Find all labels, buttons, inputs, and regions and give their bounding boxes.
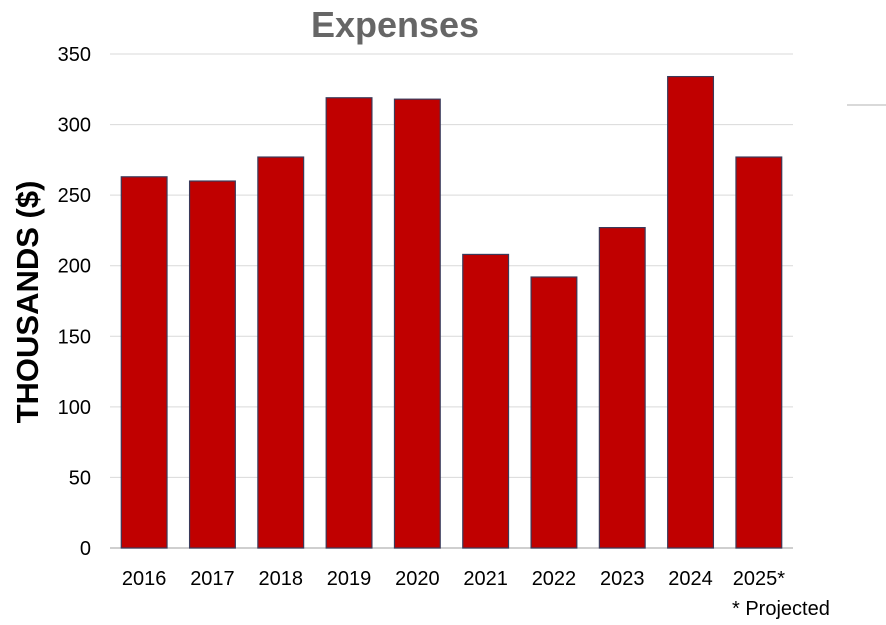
x-tick-label: 2022 xyxy=(532,568,577,590)
y-tick-label: 300 xyxy=(58,115,91,137)
y-tick-labels: 0 50 100 150 200 250 300 350 xyxy=(58,44,91,560)
x-tick-label: 2019 xyxy=(327,568,372,590)
x-tick-label: 2017 xyxy=(190,568,235,590)
x-tick-label: 2020 xyxy=(395,568,440,590)
bar-2016 xyxy=(120,176,168,549)
bar-2024 xyxy=(667,75,715,549)
bar-2022 xyxy=(530,276,578,549)
y-tick-label: 50 xyxy=(69,467,91,489)
x-tick-label: 2024 xyxy=(668,568,713,590)
bar-2017 xyxy=(188,180,236,549)
bar-2025 xyxy=(735,156,783,549)
x-tick-labels: 2016 2017 2018 2019 2020 2021 2022 2023 2024 2025… xyxy=(122,568,785,590)
chart-title: Expenses xyxy=(310,4,480,45)
y-tick-label: 250 xyxy=(58,185,91,207)
y-tick-label: 150 xyxy=(58,326,91,348)
bars xyxy=(120,75,783,549)
x-tick-label: 2016 xyxy=(122,568,167,590)
x-tick-label: 2021 xyxy=(463,568,508,590)
y-tick-label: 0 xyxy=(80,538,91,560)
projected-footnote: * Projected xyxy=(732,598,830,620)
x-tick-label: 2018 xyxy=(259,568,304,590)
bar-2023 xyxy=(598,227,646,549)
bar-2018 xyxy=(257,156,305,549)
y-tick-label: 200 xyxy=(58,256,91,278)
x-tick-label: 2023 xyxy=(600,568,645,590)
y-tick-label: 350 xyxy=(58,44,91,66)
bar-2020 xyxy=(393,98,441,549)
x-tick-label: 2025* xyxy=(733,568,785,590)
divider-line xyxy=(847,104,886,106)
bar-2021 xyxy=(462,253,510,549)
bar-2019 xyxy=(325,97,373,549)
y-tick-label: 100 xyxy=(58,397,91,419)
